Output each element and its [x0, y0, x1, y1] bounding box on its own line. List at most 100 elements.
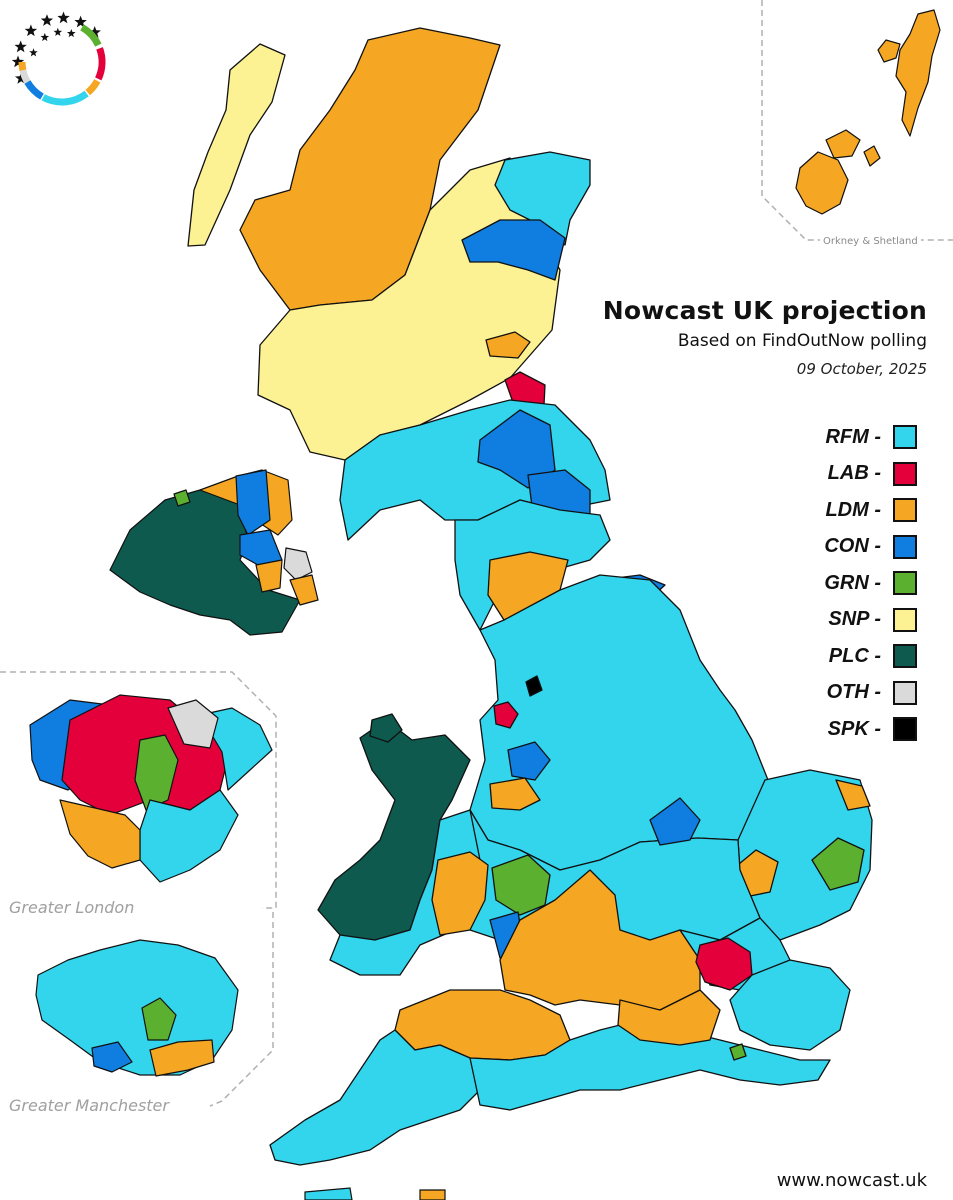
- logo-ring-segment: [80, 24, 102, 47]
- logo-ring: [18, 24, 106, 106]
- legend-label: OTH -: [826, 681, 881, 703]
- logo-stars: [11, 11, 101, 84]
- legend-swatch: [893, 644, 917, 668]
- legend-item-con: CON -: [824, 534, 917, 560]
- angus-coast: [485, 331, 531, 359]
- northern-england: [469, 574, 769, 871]
- map-title: Nowcast UK projection: [602, 296, 927, 325]
- legend-item-plc: PLC -: [824, 643, 917, 669]
- london-central-green: [134, 734, 179, 811]
- greater-london-label: Greater London: [6, 898, 138, 917]
- legend-label: GRN -: [824, 571, 881, 594]
- london: [695, 937, 753, 991]
- orkney-small: [863, 145, 881, 167]
- legend-label: RFM -: [825, 425, 881, 448]
- western-isles: [187, 43, 286, 247]
- legend-item-spk: SPK -: [824, 716, 917, 742]
- northern-ireland-map: [109, 469, 319, 636]
- bottom-edge-fragments: [304, 1187, 446, 1200]
- website-link[interactable]: www.nowcast.uk: [776, 1170, 927, 1191]
- logo-ring-segment: [19, 69, 31, 84]
- legend-item-snp: SNP -: [824, 607, 917, 633]
- logo-ring-segment: [41, 90, 89, 106]
- legend-swatch: [893, 607, 917, 632]
- ni-lagan: [255, 559, 283, 593]
- anglesey: [369, 713, 403, 743]
- legend-item-rfm: RFM -: [824, 424, 917, 450]
- orkney-shetland-map: [795, 9, 941, 215]
- scotland-northeast: [494, 151, 591, 246]
- logo-ring-segment: [18, 61, 27, 72]
- great-britain-map: [187, 27, 873, 1166]
- ni-belfast: [239, 529, 283, 566]
- manchester-con: [91, 1041, 133, 1073]
- legend-item-grn: GRN -: [824, 570, 917, 596]
- logo-star-icon: [14, 40, 27, 53]
- south-coast: [469, 1019, 831, 1111]
- liverpool: [493, 701, 519, 729]
- logo-star-icon: [57, 11, 70, 24]
- london-north: [167, 699, 219, 749]
- shropshire: [489, 777, 541, 811]
- manchester-south: [149, 1039, 215, 1077]
- lincs-con: [649, 797, 701, 846]
- legend-label: SNP -: [828, 608, 881, 630]
- logo-star-icon: [40, 32, 50, 42]
- mid-suffolk: [811, 837, 865, 891]
- orkney: [795, 151, 849, 215]
- manchester-frame: [209, 912, 274, 1107]
- logo-star-icon: [74, 15, 87, 28]
- legend-label: LDM -: [825, 498, 881, 521]
- shetland-west: [877, 39, 901, 63]
- legend-swatch: [893, 571, 917, 595]
- legend-item-ldm: LDM -: [824, 497, 917, 523]
- ni-foyle: [173, 489, 191, 507]
- title-block: Nowcast UK projection Based on FindOutNo…: [603, 296, 927, 378]
- manchester-green: [141, 997, 177, 1041]
- logo-star-icon: [11, 55, 25, 68]
- logo-star-icon: [40, 14, 54, 26]
- surrey-south: [617, 989, 721, 1046]
- logo-star-icon: [29, 48, 38, 57]
- legend-label: PLC -: [828, 644, 881, 667]
- legend-swatch: [893, 680, 917, 705]
- herefordshire: [431, 851, 489, 936]
- logo-star-icon: [15, 72, 28, 84]
- greater-manchester-inset: [35, 939, 239, 1077]
- logo-star-icon: [88, 26, 101, 38]
- logo-ring-segment: [95, 47, 106, 81]
- legend-swatch: [893, 717, 917, 741]
- norfolk-coast: [835, 779, 871, 811]
- orkney-north: [825, 129, 861, 159]
- ni-antrim: [235, 469, 271, 536]
- party-legend: RFM - LAB - LDM - CON - GRN - SNP - PLC …: [824, 424, 917, 753]
- orkney-shetland-label: Orkney & Shetland: [820, 236, 921, 247]
- legend-label: CON -: [824, 535, 881, 557]
- legend-swatch: [893, 498, 917, 522]
- greater-london-inset: [29, 694, 273, 883]
- legend-swatch: [893, 461, 917, 486]
- london-east: [199, 707, 273, 791]
- logo-star-icon: [24, 24, 38, 37]
- fragment-rfm: [304, 1187, 353, 1200]
- logo-star-icon: [67, 29, 76, 38]
- logo-ring-segment: [24, 80, 44, 100]
- logo-star-icon: [53, 27, 63, 36]
- brighton: [729, 1043, 747, 1061]
- fragment-ldm: [419, 1189, 446, 1200]
- legend-swatch: [893, 534, 917, 559]
- legend-item-lab: LAB -: [824, 461, 917, 487]
- greater-manchester-label: Greater Manchester: [6, 1096, 172, 1115]
- aberdeenshire: [461, 219, 566, 281]
- speaker-chorley: [525, 675, 543, 697]
- shetland: [895, 9, 941, 137]
- legend-item-oth: OTH -: [824, 680, 917, 706]
- london-frame: [0, 671, 277, 909]
- projection-date: 09 October, 2025: [796, 360, 927, 378]
- london-southwest: [59, 799, 141, 869]
- map-subtitle: Based on FindOutNow polling: [677, 331, 927, 351]
- eu-stars-ring-logo: [11, 11, 106, 106]
- devon-cornwall: [269, 1029, 481, 1166]
- kent: [729, 959, 851, 1051]
